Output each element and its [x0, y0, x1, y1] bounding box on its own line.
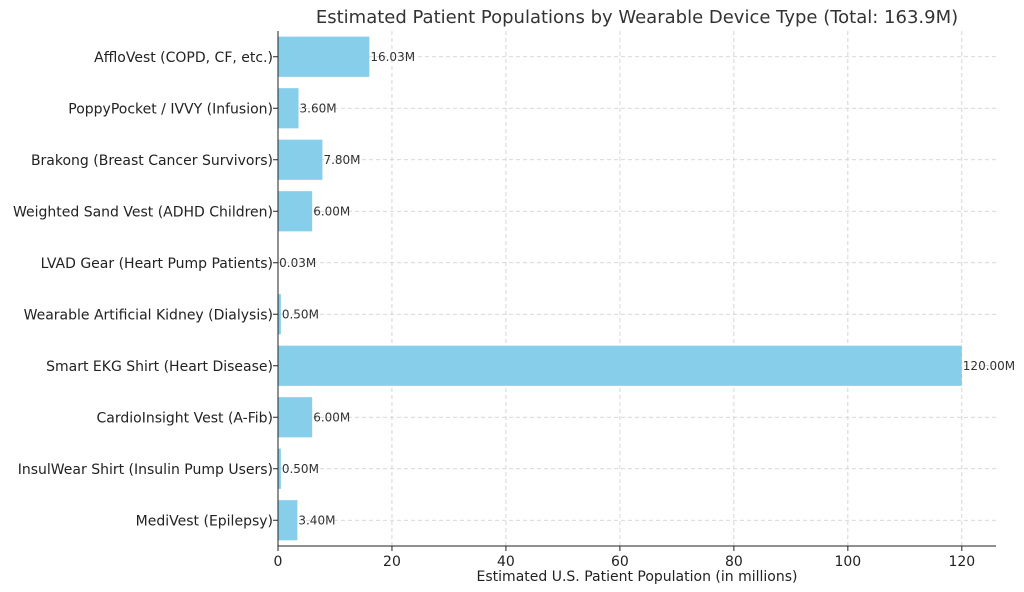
- category-label: InsulWear Shirt (Insulin Pump Users): [18, 462, 273, 478]
- axes: 0 20 40 60 80 100 120: [273, 31, 996, 570]
- data-label: 0.03M: [279, 256, 316, 270]
- x-axis-title: Estimated U.S. Patient Population (in mi…: [477, 569, 798, 585]
- data-label: 3.40M: [298, 513, 335, 527]
- category-label: AffloVest (COPD, CF, etc.): [94, 50, 273, 66]
- category-label: Weighted Sand Vest (ADHD Children): [13, 204, 273, 220]
- data-label: 120.00M: [963, 359, 1015, 373]
- x-tick-label: 0: [274, 554, 283, 570]
- x-tick-label: 20: [383, 554, 401, 570]
- bar: [278, 345, 962, 386]
- chart-title: Estimated Patient Populations by Wearabl…: [316, 7, 958, 28]
- bars: [278, 36, 962, 541]
- data-label: 6.00M: [313, 204, 350, 218]
- category-label: Wearable Artificial Kidney (Dialysis): [24, 307, 273, 323]
- labels: AffloVest (COPD, CF, etc.) 16.03M PoppyPoc…: [13, 50, 1015, 530]
- bar: [278, 294, 281, 335]
- data-label: 6.00M: [313, 410, 350, 424]
- x-tick-label: 60: [611, 554, 629, 570]
- data-label: 3.60M: [300, 101, 337, 115]
- data-label: 0.50M: [282, 462, 319, 476]
- bar: [278, 139, 323, 180]
- category-label: CardioInsight Vest (A-Fib): [97, 410, 273, 426]
- bar: [278, 397, 313, 438]
- x-tick-label: 100: [834, 554, 861, 570]
- bar: [278, 448, 281, 489]
- category-label: Smart EKG Shirt (Heart Disease): [46, 359, 273, 375]
- data-label: 16.03M: [370, 50, 415, 64]
- category-label: Brakong (Breast Cancer Survivors): [31, 153, 273, 169]
- x-tick-label: 80: [725, 554, 743, 570]
- category-label: LVAD Gear (Heart Pump Patients): [41, 256, 273, 272]
- x-tick-label: 120: [948, 554, 975, 570]
- data-label: 0.50M: [282, 307, 319, 321]
- category-label: PoppyPocket / IVVY (Infusion): [68, 101, 273, 117]
- data-label: 7.80M: [323, 153, 360, 167]
- bar: [278, 500, 298, 541]
- bar: [278, 88, 299, 129]
- bar: [278, 36, 370, 77]
- category-label: MediVest (Epilepsy): [136, 513, 273, 529]
- x-tick-label: 40: [497, 554, 515, 570]
- bar: [278, 191, 313, 232]
- grid: [277, 31, 996, 546]
